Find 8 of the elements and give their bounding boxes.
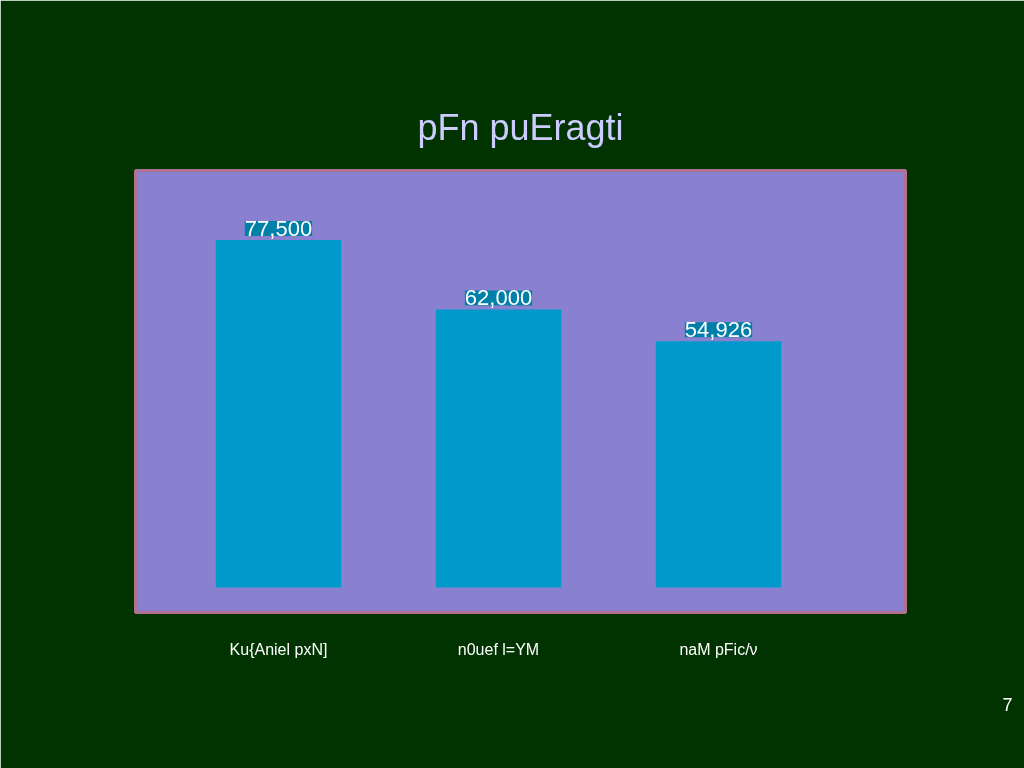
- data-label: 77,500: [244, 216, 313, 241]
- x-tick-label: naM pFic/ν: [679, 640, 758, 658]
- data-label: 62,000: [464, 285, 533, 311]
- data-label: 54,926: [684, 317, 753, 343]
- x-tick-label: n0uef l=YM: [457, 640, 540, 658]
- chart-title: pFn puEragti: [417, 107, 624, 148]
- x-tick-label: Ku{Aniel pxN]: [229, 640, 328, 658]
- text: 7: [1002, 694, 1013, 715]
